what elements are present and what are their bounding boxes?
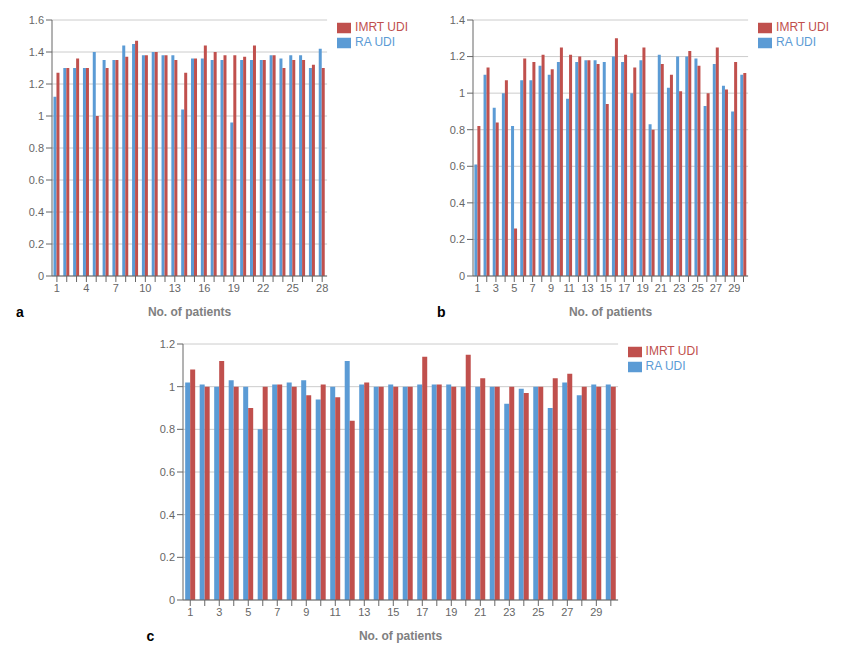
svg-text:1: 1 (38, 110, 44, 122)
svg-text:0.6: 0.6 (159, 466, 174, 478)
html-text:IMRT UDI: IMRT UDI (645, 344, 699, 358)
svg-text:0: 0 (168, 594, 174, 606)
svg-text:3: 3 (216, 606, 222, 618)
svg-text:19: 19 (228, 282, 240, 294)
html-text:RA UDI: RA UDI (645, 358, 686, 373)
html-text:IMRT UDI: IMRT UDI (776, 20, 829, 34)
html-text:c: c (146, 628, 155, 644)
svg-text:1.6: 1.6 (29, 14, 44, 26)
svg-text:0.2: 0.2 (159, 551, 174, 563)
svg-text:1.2: 1.2 (29, 78, 44, 90)
html-text:b: b (437, 304, 446, 320)
svg-text:27: 27 (561, 606, 573, 618)
svg-text:23: 23 (673, 282, 685, 294)
svg-text:0.4: 0.4 (29, 206, 44, 218)
svg-text:10: 10 (139, 282, 151, 294)
svg-text:0.8: 0.8 (450, 124, 465, 136)
html-text:RA UDI: RA UDI (355, 34, 396, 49)
svg-text:No. of patients: No. of patients (148, 305, 232, 319)
svg-text:17: 17 (416, 606, 428, 618)
svg-text:0: 0 (38, 270, 44, 282)
svg-text:19: 19 (637, 282, 649, 294)
svg-text:29: 29 (590, 606, 602, 618)
svg-text:21: 21 (474, 606, 486, 618)
svg-text:0.2: 0.2 (29, 238, 44, 250)
svg-text:3: 3 (493, 282, 499, 294)
svg-text:9: 9 (548, 282, 554, 294)
svg-text:0.2: 0.2 (450, 233, 465, 245)
svg-text:1.2: 1.2 (159, 338, 174, 350)
svg-text:16: 16 (198, 282, 210, 294)
svg-text:7: 7 (113, 282, 119, 294)
svg-text:No. of patients: No. of patients (358, 629, 442, 643)
svg-text:29: 29 (728, 282, 740, 294)
svg-text:23: 23 (503, 606, 515, 618)
svg-text:13: 13 (581, 282, 593, 294)
svg-text:21: 21 (655, 282, 667, 294)
html-text:RA UDI: RA UDI (776, 34, 817, 49)
svg-text:1.4: 1.4 (29, 46, 44, 58)
svg-text:19: 19 (445, 606, 457, 618)
svg-text:25: 25 (692, 282, 704, 294)
svg-text:1.4: 1.4 (450, 14, 465, 26)
svg-text:0: 0 (459, 270, 465, 282)
svg-text:13: 13 (358, 606, 370, 618)
svg-text:1: 1 (459, 87, 465, 99)
svg-text:1.2: 1.2 (450, 50, 465, 62)
svg-text:11: 11 (329, 606, 340, 618)
svg-text:0.4: 0.4 (159, 509, 174, 521)
svg-text:15: 15 (600, 282, 612, 294)
html-text:a: a (16, 304, 24, 320)
svg-text:5: 5 (245, 606, 251, 618)
svg-text:11: 11 (564, 282, 575, 294)
html-text:IMRT UDI: IMRT UDI (355, 20, 408, 34)
svg-text:1: 1 (168, 381, 174, 393)
svg-text:7: 7 (274, 606, 280, 618)
svg-text:25: 25 (532, 606, 544, 618)
svg-text:0.8: 0.8 (29, 142, 44, 154)
svg-text:0.8: 0.8 (159, 423, 174, 435)
svg-text:22: 22 (257, 282, 269, 294)
svg-text:9: 9 (303, 606, 309, 618)
svg-text:7: 7 (530, 282, 536, 294)
svg-text:0.6: 0.6 (450, 160, 465, 172)
svg-text:13: 13 (169, 282, 181, 294)
svg-text:No. of patients: No. of patients (569, 305, 653, 319)
svg-text:27: 27 (710, 282, 722, 294)
svg-text:0.6: 0.6 (29, 174, 44, 186)
svg-text:4: 4 (83, 282, 89, 294)
svg-text:1: 1 (187, 606, 193, 618)
svg-text:15: 15 (387, 606, 399, 618)
svg-text:0.4: 0.4 (450, 197, 465, 209)
svg-text:1: 1 (475, 282, 481, 294)
svg-text:1: 1 (54, 282, 60, 294)
svg-text:17: 17 (618, 282, 630, 294)
svg-text:28: 28 (316, 282, 328, 294)
svg-text:25: 25 (287, 282, 299, 294)
svg-text:5: 5 (511, 282, 517, 294)
